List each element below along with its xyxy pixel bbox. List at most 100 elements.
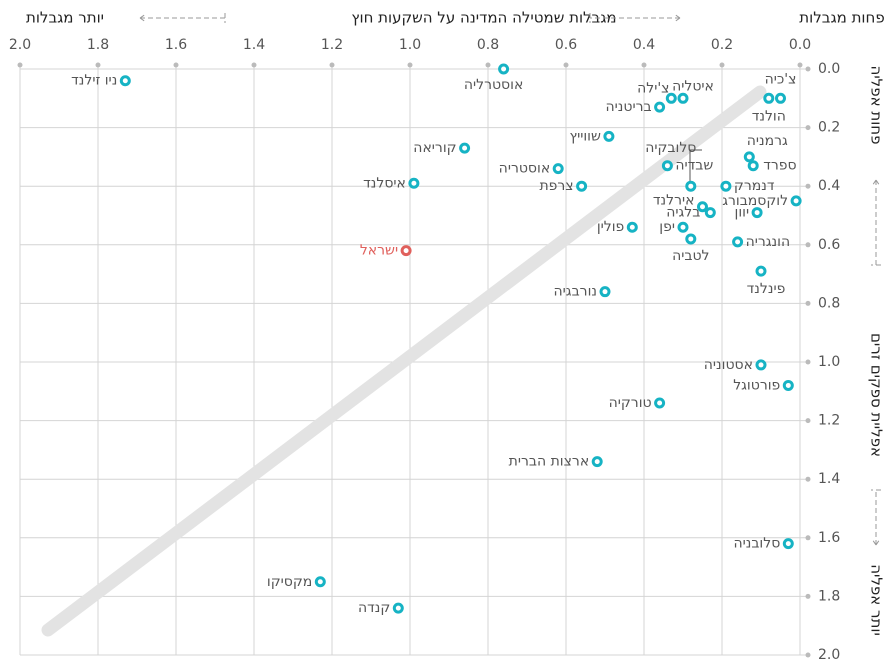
tick-mark xyxy=(805,418,811,424)
point xyxy=(755,359,767,371)
point-label: הונגריה xyxy=(746,234,791,250)
point xyxy=(720,180,732,192)
point xyxy=(677,92,689,104)
tick-mark xyxy=(805,535,811,541)
point-label: איסלנד xyxy=(363,175,406,191)
point xyxy=(552,163,564,175)
point xyxy=(747,160,759,172)
diagonal-band xyxy=(41,85,767,637)
point-label: אוסטריה xyxy=(499,161,551,177)
point-label: פולין xyxy=(597,219,624,235)
point xyxy=(685,233,697,245)
point-label: גרמניה xyxy=(747,133,788,149)
tick-mark xyxy=(805,359,811,365)
point-label: נורבגיה xyxy=(554,284,597,300)
point xyxy=(654,397,666,409)
point-label: יוון xyxy=(735,205,750,221)
x-tick-label: 2.0 xyxy=(9,37,31,53)
y-tick-label: 1.0 xyxy=(818,354,840,370)
y-tick-label: 0.2 xyxy=(818,120,840,136)
y-tick-label: 0.0 xyxy=(818,61,840,77)
point-label: פורטוגל xyxy=(733,377,780,393)
tick-mark xyxy=(563,62,569,68)
x-tick-label: 0.8 xyxy=(477,37,499,53)
point xyxy=(782,538,794,550)
point-label: אוסטרליה xyxy=(464,77,523,93)
x-label: מגבלות שמטילה המדינה על השקעות חוץ xyxy=(351,9,616,27)
point-label: צרפת xyxy=(539,178,573,194)
point-label: לוקסמבורג xyxy=(722,193,788,209)
point xyxy=(119,75,131,87)
point xyxy=(654,101,666,113)
point-label: טורקיה xyxy=(609,395,652,411)
point-label: צ'ילה xyxy=(637,80,669,96)
tick-mark xyxy=(407,62,413,68)
tick-mark xyxy=(719,62,725,68)
point xyxy=(661,160,673,172)
point-label: ניו זילנד xyxy=(71,73,117,89)
point xyxy=(775,92,786,104)
x-tick-label: 1.0 xyxy=(399,37,421,53)
arrow xyxy=(589,13,681,23)
x-tick-label: 0.4 xyxy=(633,37,655,53)
point xyxy=(732,236,744,248)
point xyxy=(603,130,615,142)
point-label: אירלנד xyxy=(653,193,695,209)
point-label: ישראל xyxy=(360,243,398,259)
tick-mark xyxy=(805,593,811,599)
point-label: לטביה xyxy=(672,248,709,264)
tick-mark xyxy=(95,62,101,68)
x-tick-label: 1.4 xyxy=(243,37,265,53)
point-label: הולנד xyxy=(752,108,786,124)
point xyxy=(599,286,611,298)
point-label: ספרד xyxy=(763,158,796,174)
y-tick-label: 0.8 xyxy=(818,295,840,311)
tick-mark xyxy=(805,66,811,72)
point xyxy=(763,92,775,104)
point xyxy=(591,456,603,468)
arrow xyxy=(871,489,881,546)
y-label: אפליית ספקים זרים xyxy=(868,333,886,457)
tick-mark xyxy=(805,242,811,248)
tick-mark xyxy=(641,62,647,68)
point xyxy=(392,602,404,614)
tick-mark xyxy=(329,62,335,68)
point xyxy=(498,63,510,75)
x-label-left: יותר מגבלות xyxy=(26,9,104,27)
tick-mark xyxy=(805,652,811,658)
point-label: מקסיקו xyxy=(267,574,312,590)
point xyxy=(459,142,471,154)
point-label: סלובקיה xyxy=(645,140,696,156)
tick-mark xyxy=(805,183,811,189)
y-tick-label: 1.2 xyxy=(818,413,840,429)
point xyxy=(704,207,716,219)
x-tick-label: 0.2 xyxy=(711,37,733,53)
point-label: בריטניה xyxy=(606,99,652,115)
y-labels: פחות אפליה אפליית ספקים זרים יותר אפליה xyxy=(868,66,886,636)
y-tick-label: 1.6 xyxy=(818,530,840,546)
point xyxy=(626,221,638,233)
point-label: קוריאה xyxy=(413,140,456,156)
point xyxy=(697,201,708,213)
tick-mark xyxy=(251,62,257,68)
x-tick-label: 1.8 xyxy=(87,37,109,53)
point xyxy=(677,221,689,233)
tick-mark xyxy=(805,300,811,306)
y-tick-label: 2.0 xyxy=(818,647,840,662)
y-tick-label: 1.8 xyxy=(818,588,840,604)
x-tick-label: 0.6 xyxy=(555,37,577,53)
x-tick-label: 1.2 xyxy=(321,37,343,53)
point-label: בלגיה xyxy=(666,205,700,221)
point-label: קנדה xyxy=(358,600,390,616)
point-label: שווייץ xyxy=(570,128,601,144)
point xyxy=(743,151,755,163)
point-label: יפן xyxy=(659,219,675,235)
y-label-top: פחות אפליה xyxy=(868,66,886,145)
point-label: איטליה xyxy=(672,78,714,94)
point-label: אסטוניה xyxy=(704,357,753,373)
point xyxy=(400,245,412,257)
x-tick-label: 0.0 xyxy=(789,37,811,53)
tick-mark xyxy=(485,62,491,68)
y-label-bottom: יותר אפליה xyxy=(868,564,886,636)
